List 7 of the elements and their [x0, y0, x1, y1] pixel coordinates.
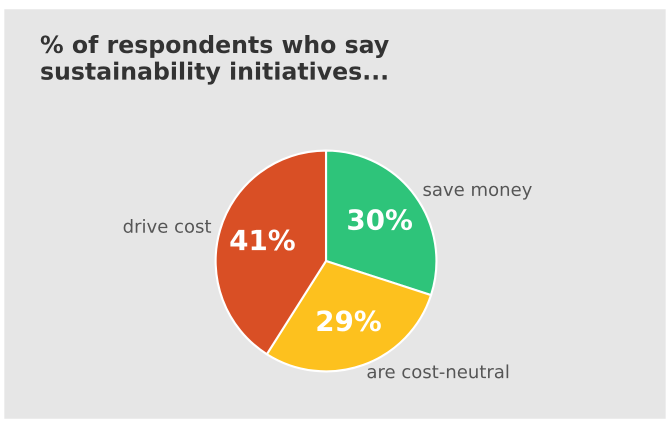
chart-title: % of respondents who say sustainability initiatives... [40, 35, 389, 85]
data-label: 29% [317, 310, 381, 332]
data-label: 30% [348, 209, 412, 230]
slice-label: save money [423, 186, 532, 200]
slice-label: are cost-neutral [367, 364, 508, 378]
data-label: 41% [230, 230, 295, 251]
slice-label: drive cost [124, 218, 212, 233]
